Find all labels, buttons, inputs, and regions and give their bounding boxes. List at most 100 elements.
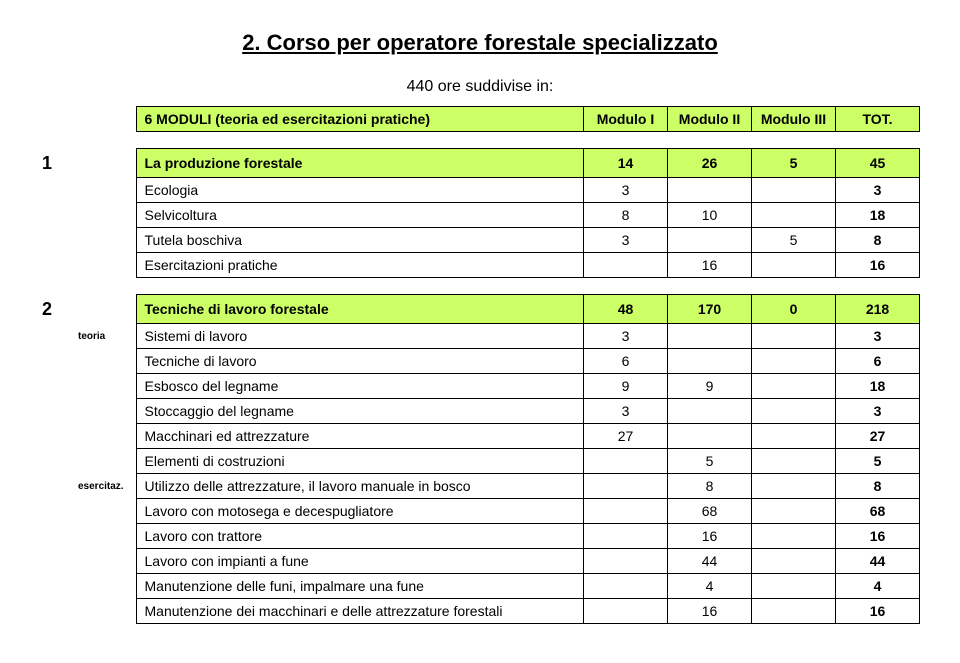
row-desc: Stoccaggio del legname bbox=[136, 399, 584, 424]
row-val: 4 bbox=[836, 574, 920, 599]
row-val: 68 bbox=[668, 499, 752, 524]
row-label: teoria bbox=[76, 324, 136, 349]
row-label bbox=[76, 599, 136, 624]
row-desc: Elementi di costruzioni bbox=[136, 449, 584, 474]
row-desc: Esercitazioni pratiche bbox=[136, 253, 584, 278]
table-row: Esercitazioni pratiche1616 bbox=[40, 253, 920, 278]
row-val: 9 bbox=[584, 374, 668, 399]
row-val bbox=[584, 599, 668, 624]
row-val bbox=[668, 178, 752, 203]
row-val: 5 bbox=[752, 228, 836, 253]
table-row: Esbosco del legname9918 bbox=[40, 374, 920, 399]
row-val bbox=[752, 178, 836, 203]
row-val: 4 bbox=[668, 574, 752, 599]
table-row: Lavoro con trattore1616 bbox=[40, 524, 920, 549]
row-val: 16 bbox=[836, 599, 920, 624]
row-val: 18 bbox=[836, 374, 920, 399]
table-row: Manutenzione delle funi, impalmare una f… bbox=[40, 574, 920, 599]
row-val: 3 bbox=[584, 228, 668, 253]
page-subheading: 440 ore suddivise in: bbox=[40, 78, 920, 96]
row-val bbox=[752, 449, 836, 474]
row-val bbox=[752, 599, 836, 624]
row-label bbox=[76, 399, 136, 424]
row-val bbox=[752, 253, 836, 278]
table-row: Selvicoltura81018 bbox=[40, 203, 920, 228]
row-label bbox=[76, 349, 136, 374]
row-desc: Utilizzo delle attrezzature, il lavoro m… bbox=[136, 474, 584, 499]
row-val: 44 bbox=[836, 549, 920, 574]
header-col-3: Modulo III bbox=[752, 107, 836, 132]
row-val: 5 bbox=[668, 449, 752, 474]
row-label bbox=[76, 228, 136, 253]
row-val: 10 bbox=[668, 203, 752, 228]
row-val bbox=[668, 349, 752, 374]
row-val bbox=[584, 499, 668, 524]
table-header-row: 6 MODULI (teoria ed esercitazioni pratic… bbox=[40, 107, 920, 132]
row-val: 5 bbox=[836, 449, 920, 474]
row-val bbox=[752, 399, 836, 424]
section-index: 2 bbox=[40, 295, 76, 324]
table-row: Manutenzione dei macchinari e delle attr… bbox=[40, 599, 920, 624]
row-val: 3 bbox=[584, 324, 668, 349]
row-val: 68 bbox=[836, 499, 920, 524]
row-val: 27 bbox=[836, 424, 920, 449]
row-val bbox=[668, 424, 752, 449]
row-desc: Lavoro con impianti a fune bbox=[136, 549, 584, 574]
row-val bbox=[752, 349, 836, 374]
row-val: 3 bbox=[584, 178, 668, 203]
row-val: 3 bbox=[836, 178, 920, 203]
row-val: 6 bbox=[836, 349, 920, 374]
row-label bbox=[76, 574, 136, 599]
row-val bbox=[668, 324, 752, 349]
row-val: 3 bbox=[836, 399, 920, 424]
row-val bbox=[752, 474, 836, 499]
section-val: 45 bbox=[836, 149, 920, 178]
table-row: Stoccaggio del legname33 bbox=[40, 399, 920, 424]
table-row: Tutela boschiva3 58 bbox=[40, 228, 920, 253]
row-desc: Sistemi di lavoro bbox=[136, 324, 584, 349]
row-val: 16 bbox=[836, 253, 920, 278]
row-desc: Ecologia bbox=[136, 178, 584, 203]
row-desc: Manutenzione delle funi, impalmare una f… bbox=[136, 574, 584, 599]
row-val: 8 bbox=[836, 228, 920, 253]
row-label bbox=[76, 524, 136, 549]
row-label: esercitaz. bbox=[76, 474, 136, 499]
row-val: 6 bbox=[584, 349, 668, 374]
row-desc: Selvicoltura bbox=[136, 203, 584, 228]
row-desc: Tutela boschiva bbox=[136, 228, 584, 253]
page-title: 2. Corso per operatore forestale special… bbox=[40, 30, 920, 56]
row-val bbox=[752, 549, 836, 574]
row-desc: Manutenzione dei macchinari e delle attr… bbox=[136, 599, 584, 624]
table-row: Macchinari ed attrezzature2727 bbox=[40, 424, 920, 449]
row-val bbox=[584, 549, 668, 574]
data-table: 6 MODULI (teoria ed esercitazioni pratic… bbox=[40, 106, 920, 624]
table-row: Tecniche di lavoro66 bbox=[40, 349, 920, 374]
row-desc: Esbosco del legname bbox=[136, 374, 584, 399]
row-desc: Lavoro con trattore bbox=[136, 524, 584, 549]
row-val: 16 bbox=[668, 599, 752, 624]
row-val bbox=[584, 524, 668, 549]
row-val bbox=[752, 424, 836, 449]
section-val: 218 bbox=[836, 295, 920, 324]
header-col-4: TOT. bbox=[836, 107, 920, 132]
row-val: 16 bbox=[668, 524, 752, 549]
table-row: Elementi di costruzioni 5 5 bbox=[40, 449, 920, 474]
section-title: La produzione forestale bbox=[136, 149, 584, 178]
row-desc: Tecniche di lavoro bbox=[136, 349, 584, 374]
row-val bbox=[752, 324, 836, 349]
header-col-1: Modulo I bbox=[584, 107, 668, 132]
section-val: 5 bbox=[752, 149, 836, 178]
row-val bbox=[584, 474, 668, 499]
row-val bbox=[752, 203, 836, 228]
table-row: Ecologia33 bbox=[40, 178, 920, 203]
row-val bbox=[752, 524, 836, 549]
row-val bbox=[668, 228, 752, 253]
row-val bbox=[752, 574, 836, 599]
row-label bbox=[76, 178, 136, 203]
row-val: 3 bbox=[584, 399, 668, 424]
section-2-head: 2 Tecniche di lavoro forestale 48 170 0 … bbox=[40, 295, 920, 324]
row-val: 3 bbox=[836, 324, 920, 349]
row-val: 18 bbox=[836, 203, 920, 228]
section-val: 0 bbox=[752, 295, 836, 324]
header-col-2: Modulo II bbox=[668, 107, 752, 132]
